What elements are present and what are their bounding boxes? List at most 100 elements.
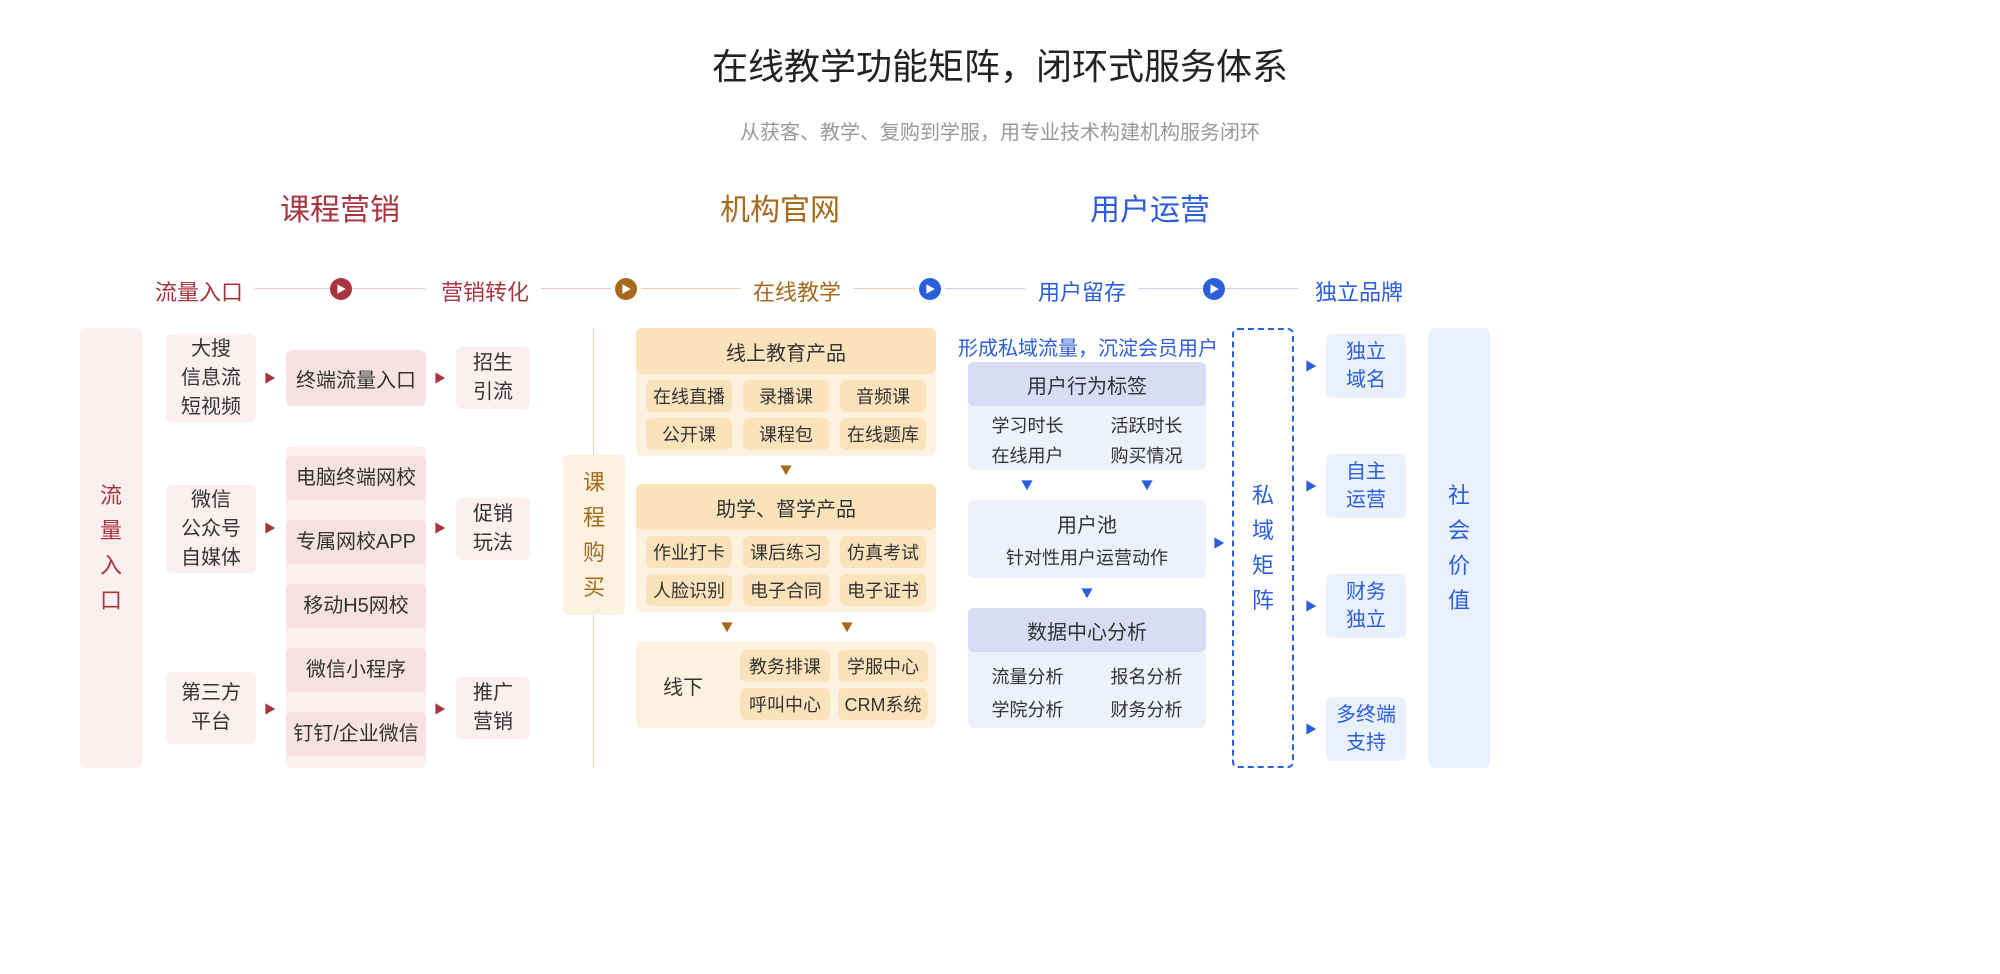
- red-caret-3a: [264, 702, 278, 716]
- blue-analysis-1-1: 财务分析: [1111, 696, 1183, 722]
- stage-label-2: 营销转化: [441, 275, 529, 307]
- brown-chip-1-2: 音频课: [840, 380, 926, 412]
- right-arrow-1: [1305, 479, 1319, 493]
- pillar-right-char1: 社: [1448, 478, 1470, 513]
- red-terminal-2-2: 移动H5网校: [286, 584, 426, 628]
- brown-panel-2: 助学、督学产品 作业打卡 课后练习 仿真考试 人脸识别 电子合同 电子证书: [636, 484, 936, 612]
- stage-line-3b: [945, 288, 1025, 289]
- right-arrow-2: [1305, 599, 1319, 613]
- pillar-middle-char3: 购: [583, 535, 605, 570]
- blue-analysis-panel: 数据中心分析 流量分析 报名分析 学院分析 财务分析: [968, 608, 1206, 728]
- right-box-1: 自主 运营: [1326, 454, 1406, 518]
- blue-down-1b: [1140, 479, 1154, 493]
- pillar-matrix: 私 域 矩 阵: [1232, 328, 1294, 768]
- stage-arrow-4: [1203, 278, 1225, 300]
- brown-chip-3-2: 呼叫中心: [740, 688, 830, 720]
- blue-analysis-row-1: 学院分析 财务分析: [968, 696, 1206, 722]
- pillar-left-char4: 口: [100, 583, 122, 618]
- pillar-middle: 课 程 购 买: [563, 455, 625, 615]
- pillar-right-char3: 价: [1448, 548, 1470, 583]
- pillar-left-char3: 入: [100, 548, 122, 583]
- page-title: 在线教学功能矩阵，闭环式服务体系: [0, 0, 2000, 90]
- pillar-matrix-char4: 阵: [1252, 583, 1274, 618]
- pillar-matrix-char2: 域: [1252, 513, 1274, 548]
- blue-pool-panel: 用户池 针对性用户运营动作: [968, 500, 1206, 578]
- red-caret-1a: [264, 371, 278, 385]
- blue-analysis-row-0: 流量分析 报名分析: [968, 663, 1206, 689]
- stage-label-3: 在线教学: [753, 275, 841, 307]
- red-terminal-2-0: 电脑终端网校: [286, 456, 426, 500]
- red-terminal-2-4: 钉钉/企业微信: [286, 712, 426, 756]
- brown-panel-1: 线上教育产品 在线直播 录播课 音频课 公开课 课程包 在线题库: [636, 328, 936, 456]
- red-convert-2: 促销 玩法: [456, 498, 530, 560]
- stage-label-1: 流量入口: [155, 275, 243, 307]
- brown-chip-2-5: 电子证书: [840, 574, 926, 606]
- blue-down-1a: [1020, 479, 1034, 493]
- page-subtitle: 从获客、教学、复购到学服，用专业技术构建机构服务闭环: [0, 116, 2000, 145]
- brown-chip-3-0: 教务排课: [740, 650, 830, 682]
- blue-behavior-0-0: 学习时长: [992, 412, 1064, 438]
- right-box-2: 财务 独立: [1326, 574, 1406, 638]
- brown-chip-2-3: 人脸识别: [646, 574, 732, 606]
- section-header-marketing: 课程营销: [280, 185, 400, 229]
- blue-down-2: [1080, 587, 1094, 601]
- brown-chip-2-4: 电子合同: [743, 574, 829, 606]
- stage-line-2b: [641, 288, 741, 289]
- blue-pool-sub: 针对性用户运营动作: [1006, 544, 1168, 570]
- pillar-right: 社 会 价 值: [1428, 328, 1490, 768]
- pillar-middle-char4: 买: [583, 570, 605, 605]
- pillar-left-char1: 流: [100, 478, 122, 513]
- pillar-matrix-char1: 私: [1252, 478, 1274, 513]
- brown-chip-2-1: 课后练习: [743, 536, 829, 568]
- red-terminal-1: 终端流量入口: [286, 350, 426, 406]
- red-caret-3b: [434, 702, 448, 716]
- stage-line-2a: [541, 288, 611, 289]
- red-caret-1b: [434, 371, 448, 385]
- stage-arrow-2: [615, 278, 637, 300]
- blue-behavior-1-0: 在线用户: [992, 442, 1064, 468]
- blue-analysis-1-0: 学院分析: [992, 696, 1064, 722]
- red-source-3: 第三方 平台: [166, 672, 256, 744]
- red-convert-3: 推广 营销: [456, 677, 530, 739]
- brown-panel-2-title: 助学、督学产品: [636, 484, 936, 530]
- red-caret-2a: [264, 521, 278, 535]
- stage-arrow-1: [330, 278, 352, 300]
- right-box-0: 独立 域名: [1326, 334, 1406, 398]
- brown-panel-3-side: 线下: [636, 642, 730, 728]
- brown-down-1: [779, 464, 793, 478]
- red-terminals-container: 电脑终端网校 专属网校APP 移动H5网校 微信小程序 钉钉/企业微信: [286, 446, 426, 768]
- blue-behavior-row-0: 学习时长 活跃时长: [968, 412, 1206, 438]
- brown-chip-2-0: 作业打卡: [646, 536, 732, 568]
- blue-behavior-panel: 用户行为标签 学习时长 活跃时长 在线用户 购买情况: [968, 362, 1206, 470]
- blue-behavior-0-1: 活跃时长: [1111, 412, 1183, 438]
- brown-down-2b: [840, 621, 854, 635]
- stage-arrow-3: [919, 278, 941, 300]
- brown-panel-3: 线下 教务排课 学服中心 呼叫中心 CRM系统: [636, 642, 936, 728]
- brown-chip-1-1: 录播课: [743, 380, 829, 412]
- blue-behavior-1-1: 购买情况: [1111, 442, 1183, 468]
- red-source-1: 大搜 信息流 短视频: [166, 334, 256, 422]
- stage-row: 流量入口 营销转化 在线教学 用户留存 独立品牌: [145, 275, 1855, 305]
- brown-down-2a: [720, 621, 734, 635]
- blue-analysis-0-1: 报名分析: [1111, 663, 1183, 689]
- red-caret-2b: [434, 521, 448, 535]
- right-arrow-0: [1305, 359, 1319, 373]
- middle-pillar-line-top: [593, 328, 594, 455]
- blue-right-arrow: [1213, 536, 1227, 550]
- pillar-right-char2: 会: [1448, 513, 1470, 548]
- blue-behavior-title: 用户行为标签: [968, 362, 1206, 406]
- blue-top-note: 形成私域流量，沉淀会员用户: [958, 332, 1218, 361]
- stage-label-4: 用户留存: [1038, 275, 1126, 307]
- pillar-left: 流 量 入 口: [80, 328, 142, 768]
- brown-panel-1-title: 线上教育产品: [636, 328, 936, 374]
- brown-chip-1-4: 课程包: [743, 418, 829, 450]
- right-box-3: 多终端 支持: [1326, 697, 1406, 761]
- pillar-left-char2: 量: [100, 513, 122, 548]
- pillar-middle-char2: 程: [583, 500, 605, 535]
- blue-pool-title: 用户池: [1057, 509, 1117, 538]
- stage-line-3a: [853, 288, 915, 289]
- right-arrow-3: [1305, 722, 1319, 736]
- red-source-2: 微信 公众号 自媒体: [166, 485, 256, 573]
- brown-chip-2-2: 仿真考试: [840, 536, 926, 568]
- pillar-matrix-char3: 矩: [1252, 548, 1274, 583]
